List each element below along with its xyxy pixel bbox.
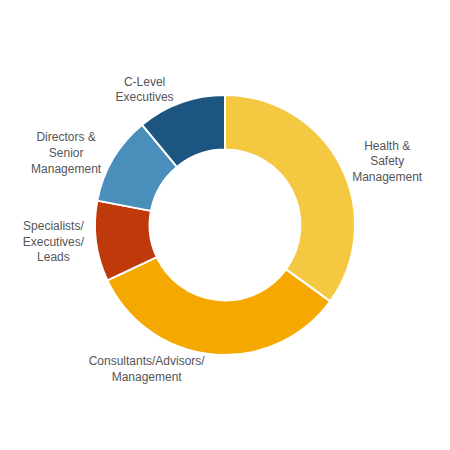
svg-text:C-LevelExecutives: C-LevelExecutives: [116, 75, 174, 105]
svg-text:Directors &SeniorManagement: Directors &SeniorManagement: [31, 130, 102, 175]
svg-text:Consultants/Advisors/Managemen: Consultants/Advisors/Management: [89, 354, 206, 384]
svg-text:Health &SafetyManagement: Health &SafetyManagement: [352, 139, 423, 184]
svg-text:Specialists/Executives/Leads: Specialists/Executives/Leads: [23, 219, 85, 264]
